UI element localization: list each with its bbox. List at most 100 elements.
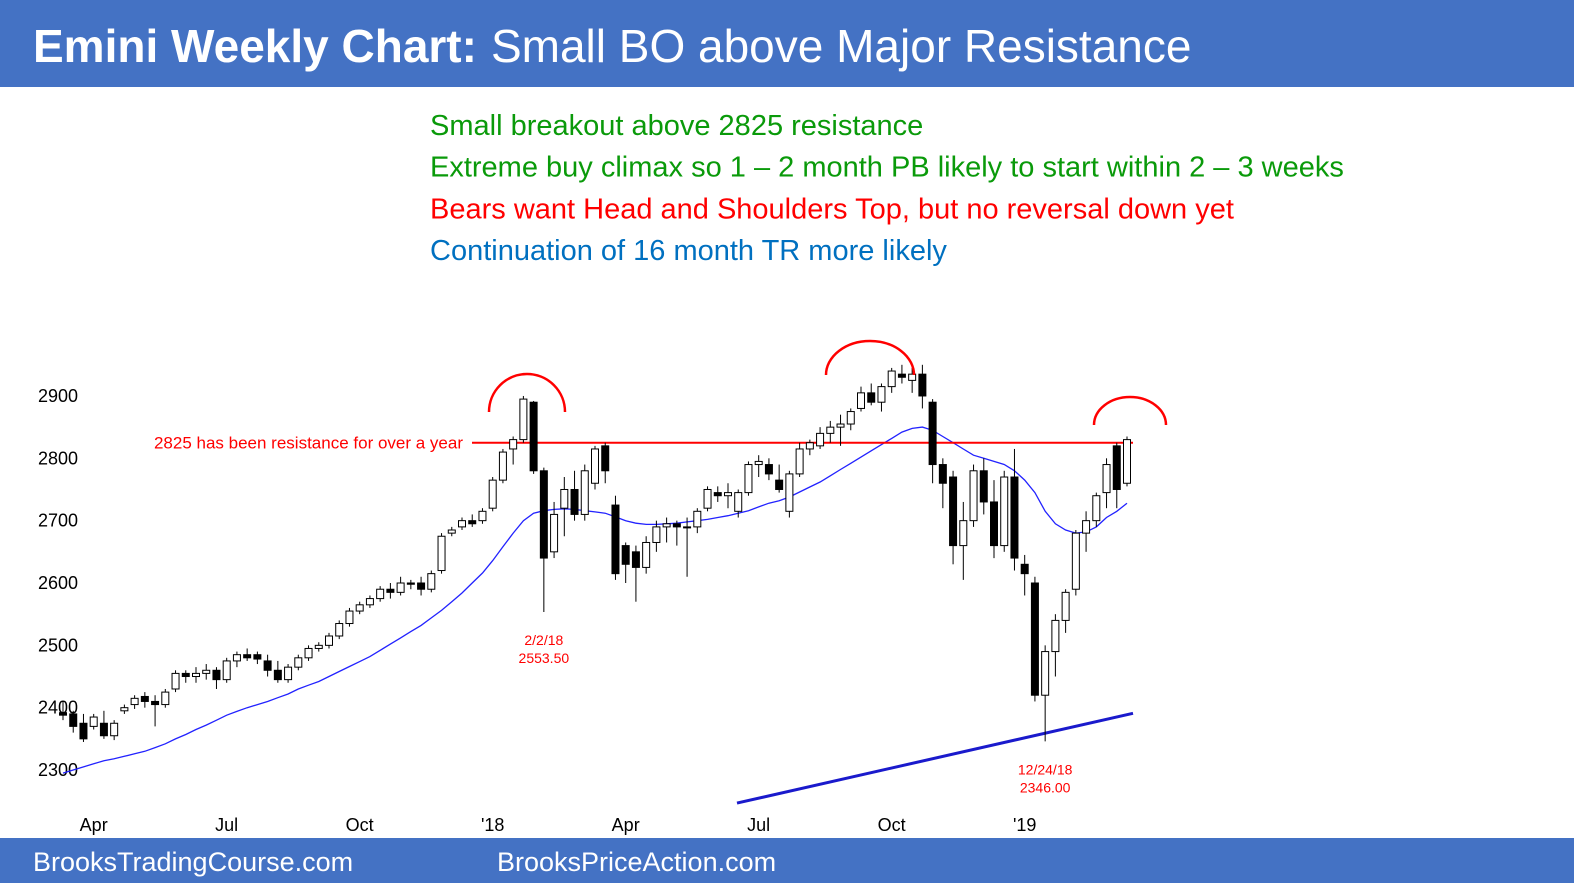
candle-body xyxy=(376,588,385,600)
candle-body xyxy=(1041,651,1050,696)
candle-body xyxy=(202,669,211,674)
x-tick-label: Jul xyxy=(747,815,770,835)
candle-body xyxy=(120,707,129,712)
candle-body xyxy=(232,654,241,662)
candle-body xyxy=(979,470,988,503)
candle-body xyxy=(642,541,651,568)
candle-body xyxy=(1000,476,1009,547)
candle-body xyxy=(662,523,671,528)
candle-body xyxy=(887,370,896,388)
x-tick-label: Apr xyxy=(612,815,640,835)
notes: Small breakout above 2825 resistance Extr… xyxy=(430,110,1344,267)
candle-body xyxy=(110,722,119,737)
trend-line xyxy=(736,711,1134,805)
candle-body xyxy=(437,535,446,572)
candle-body xyxy=(171,672,180,690)
candle-body xyxy=(928,401,937,466)
moving-average xyxy=(62,426,1128,774)
candle-body xyxy=(846,411,855,425)
note: Bears want Head and Shoulders Top, but n… xyxy=(430,193,1234,225)
annotation-date: 2/2/18 xyxy=(524,632,563,648)
candle-body xyxy=(672,523,681,528)
candle-body xyxy=(990,501,998,547)
candle-body xyxy=(1051,619,1060,653)
candle-body xyxy=(1102,464,1111,494)
candle-body xyxy=(79,722,88,740)
candle-body xyxy=(1030,582,1039,696)
candle-body xyxy=(89,716,98,727)
footer-bar xyxy=(0,838,1574,883)
candle-body xyxy=(458,520,466,528)
y-tick-label: 2700 xyxy=(38,511,78,531)
header-subtitle: Small BO above Major Resistance xyxy=(491,20,1192,72)
candle-body xyxy=(314,644,323,649)
annotation-date: 12/24/18 xyxy=(1018,761,1073,777)
head-arc xyxy=(824,339,916,376)
candle-body xyxy=(570,488,579,515)
candle-body xyxy=(478,510,487,522)
candle-body xyxy=(580,470,589,515)
candle-body xyxy=(386,588,395,593)
candle-body xyxy=(560,488,569,509)
candle-body xyxy=(1123,439,1131,484)
candle-body xyxy=(519,398,528,441)
candle-body xyxy=(969,470,978,522)
candle-body xyxy=(355,604,364,612)
header-bar xyxy=(0,0,1574,87)
candle-body xyxy=(1071,532,1080,590)
candle-body xyxy=(222,660,231,681)
candle-body xyxy=(212,669,221,681)
note: Extreme buy climax so 1 – 2 month PB lik… xyxy=(430,152,1344,184)
x-tick-label: Oct xyxy=(878,815,906,835)
resistance-label: 2825 has been resistance for over a year xyxy=(154,434,463,453)
footer-left: BrooksTradingCourse.com xyxy=(33,847,353,877)
candle-body xyxy=(724,492,732,497)
candle-body xyxy=(764,464,773,475)
y-tick-label: 2800 xyxy=(38,448,78,468)
candle-body xyxy=(365,598,374,606)
candle-body xyxy=(775,479,784,490)
candle-body xyxy=(294,657,303,668)
candle-body xyxy=(591,448,599,484)
right-shoulder-arc xyxy=(1092,395,1168,426)
candle-body xyxy=(539,470,548,559)
candle-body xyxy=(949,476,958,547)
candle-body xyxy=(447,529,456,534)
candle-body xyxy=(550,513,559,553)
candle-body xyxy=(1112,445,1121,490)
note: Small breakout above 2825 resistance xyxy=(430,110,923,142)
candle-body xyxy=(805,442,814,450)
annotation-value: 2346.00 xyxy=(1020,779,1071,795)
candle-body xyxy=(181,672,190,678)
x-tick-label: '19 xyxy=(1013,815,1036,835)
candle-body xyxy=(263,660,272,671)
candle-body xyxy=(406,582,415,585)
x-tick-label: Jul xyxy=(215,815,238,835)
candle-body xyxy=(601,445,610,472)
header-title: Emini Weekly Chart: xyxy=(33,20,477,72)
candle-body xyxy=(243,654,252,659)
candle-body xyxy=(621,545,630,565)
candle-body xyxy=(897,373,906,378)
candle-body xyxy=(335,623,344,637)
candle-body xyxy=(151,700,160,706)
candle-body xyxy=(1020,563,1029,575)
candle-body xyxy=(959,520,968,547)
y-tick-label: 2600 xyxy=(38,573,78,593)
x-tick-label: Oct xyxy=(346,815,374,835)
candle-body xyxy=(611,504,620,575)
candle-body xyxy=(938,464,947,484)
candle-body xyxy=(867,392,876,403)
candle-body xyxy=(529,401,538,472)
candle-body xyxy=(918,373,927,397)
y-tick-label: 2900 xyxy=(38,386,78,406)
candle-body xyxy=(192,672,200,678)
candle-body xyxy=(857,392,865,409)
candle-body xyxy=(498,451,507,481)
candle-body xyxy=(1082,520,1091,534)
y-tick-label: 2300 xyxy=(38,760,78,780)
candle-body xyxy=(396,582,405,593)
candle-body xyxy=(130,697,139,706)
